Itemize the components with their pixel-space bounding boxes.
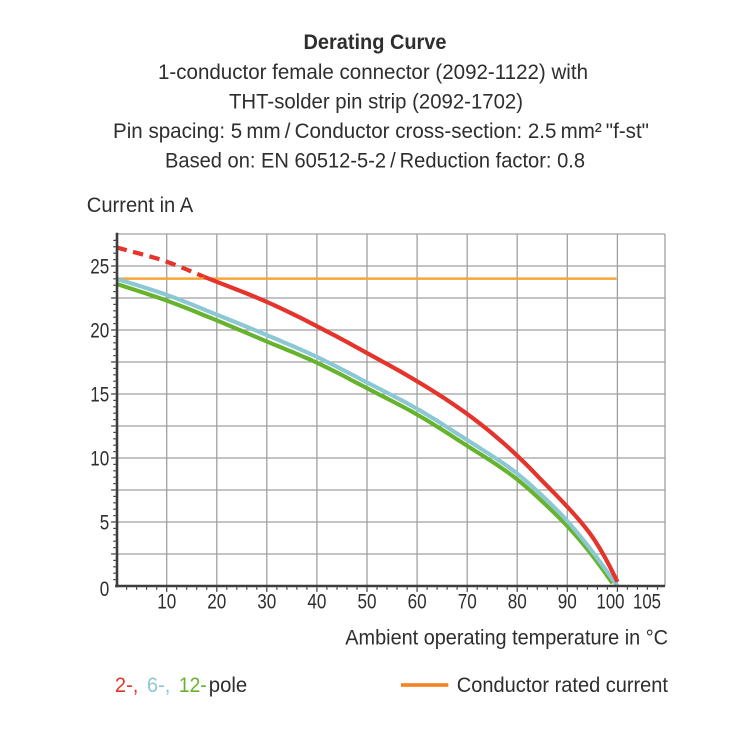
svg-text:5: 5 [100,512,110,535]
svg-text:30: 30 [257,591,276,614]
svg-text:THT-solder pin strip (2092-170: THT-solder pin strip (2092-1702) [229,90,523,113]
svg-text:6-,: 6-, [147,674,171,697]
svg-text:Current in A: Current in A [87,194,193,217]
svg-text:50: 50 [358,591,377,614]
svg-text:Ambient operating temperature: Ambient operating temperature in °C [345,627,668,650]
svg-text:12-: 12- [179,674,207,697]
svg-text:20: 20 [90,320,109,343]
svg-text:25: 25 [90,256,109,279]
svg-text:Conductor rated current: Conductor rated current [457,674,668,697]
svg-text:Derating Curve: Derating Curve [304,31,447,54]
svg-text:Pin spacing: 5 mm / Conductor: Pin spacing: 5 mm / Conductor cross-sect… [113,120,649,143]
svg-text:100: 100 [597,591,625,614]
svg-text:70: 70 [458,591,477,614]
svg-text:60: 60 [408,591,427,614]
svg-text:pole: pole [209,674,247,697]
svg-text:105: 105 [633,591,661,614]
svg-text:15: 15 [90,384,109,407]
svg-text:2-,: 2-, [115,674,138,697]
svg-text:0: 0 [100,578,110,601]
svg-text:80: 80 [508,591,527,614]
svg-text:10: 10 [90,448,109,471]
svg-text:1-conductor female connector (: 1-conductor female connector (2092-1122)… [158,61,588,84]
svg-text:90: 90 [558,591,577,614]
svg-text:20: 20 [207,591,226,614]
svg-text:10: 10 [157,591,176,614]
svg-text:40: 40 [307,591,326,614]
svg-text:Based on: EN 60512-5-2 / Reduc: Based on: EN 60512-5-2 / Reduction facto… [165,150,585,173]
